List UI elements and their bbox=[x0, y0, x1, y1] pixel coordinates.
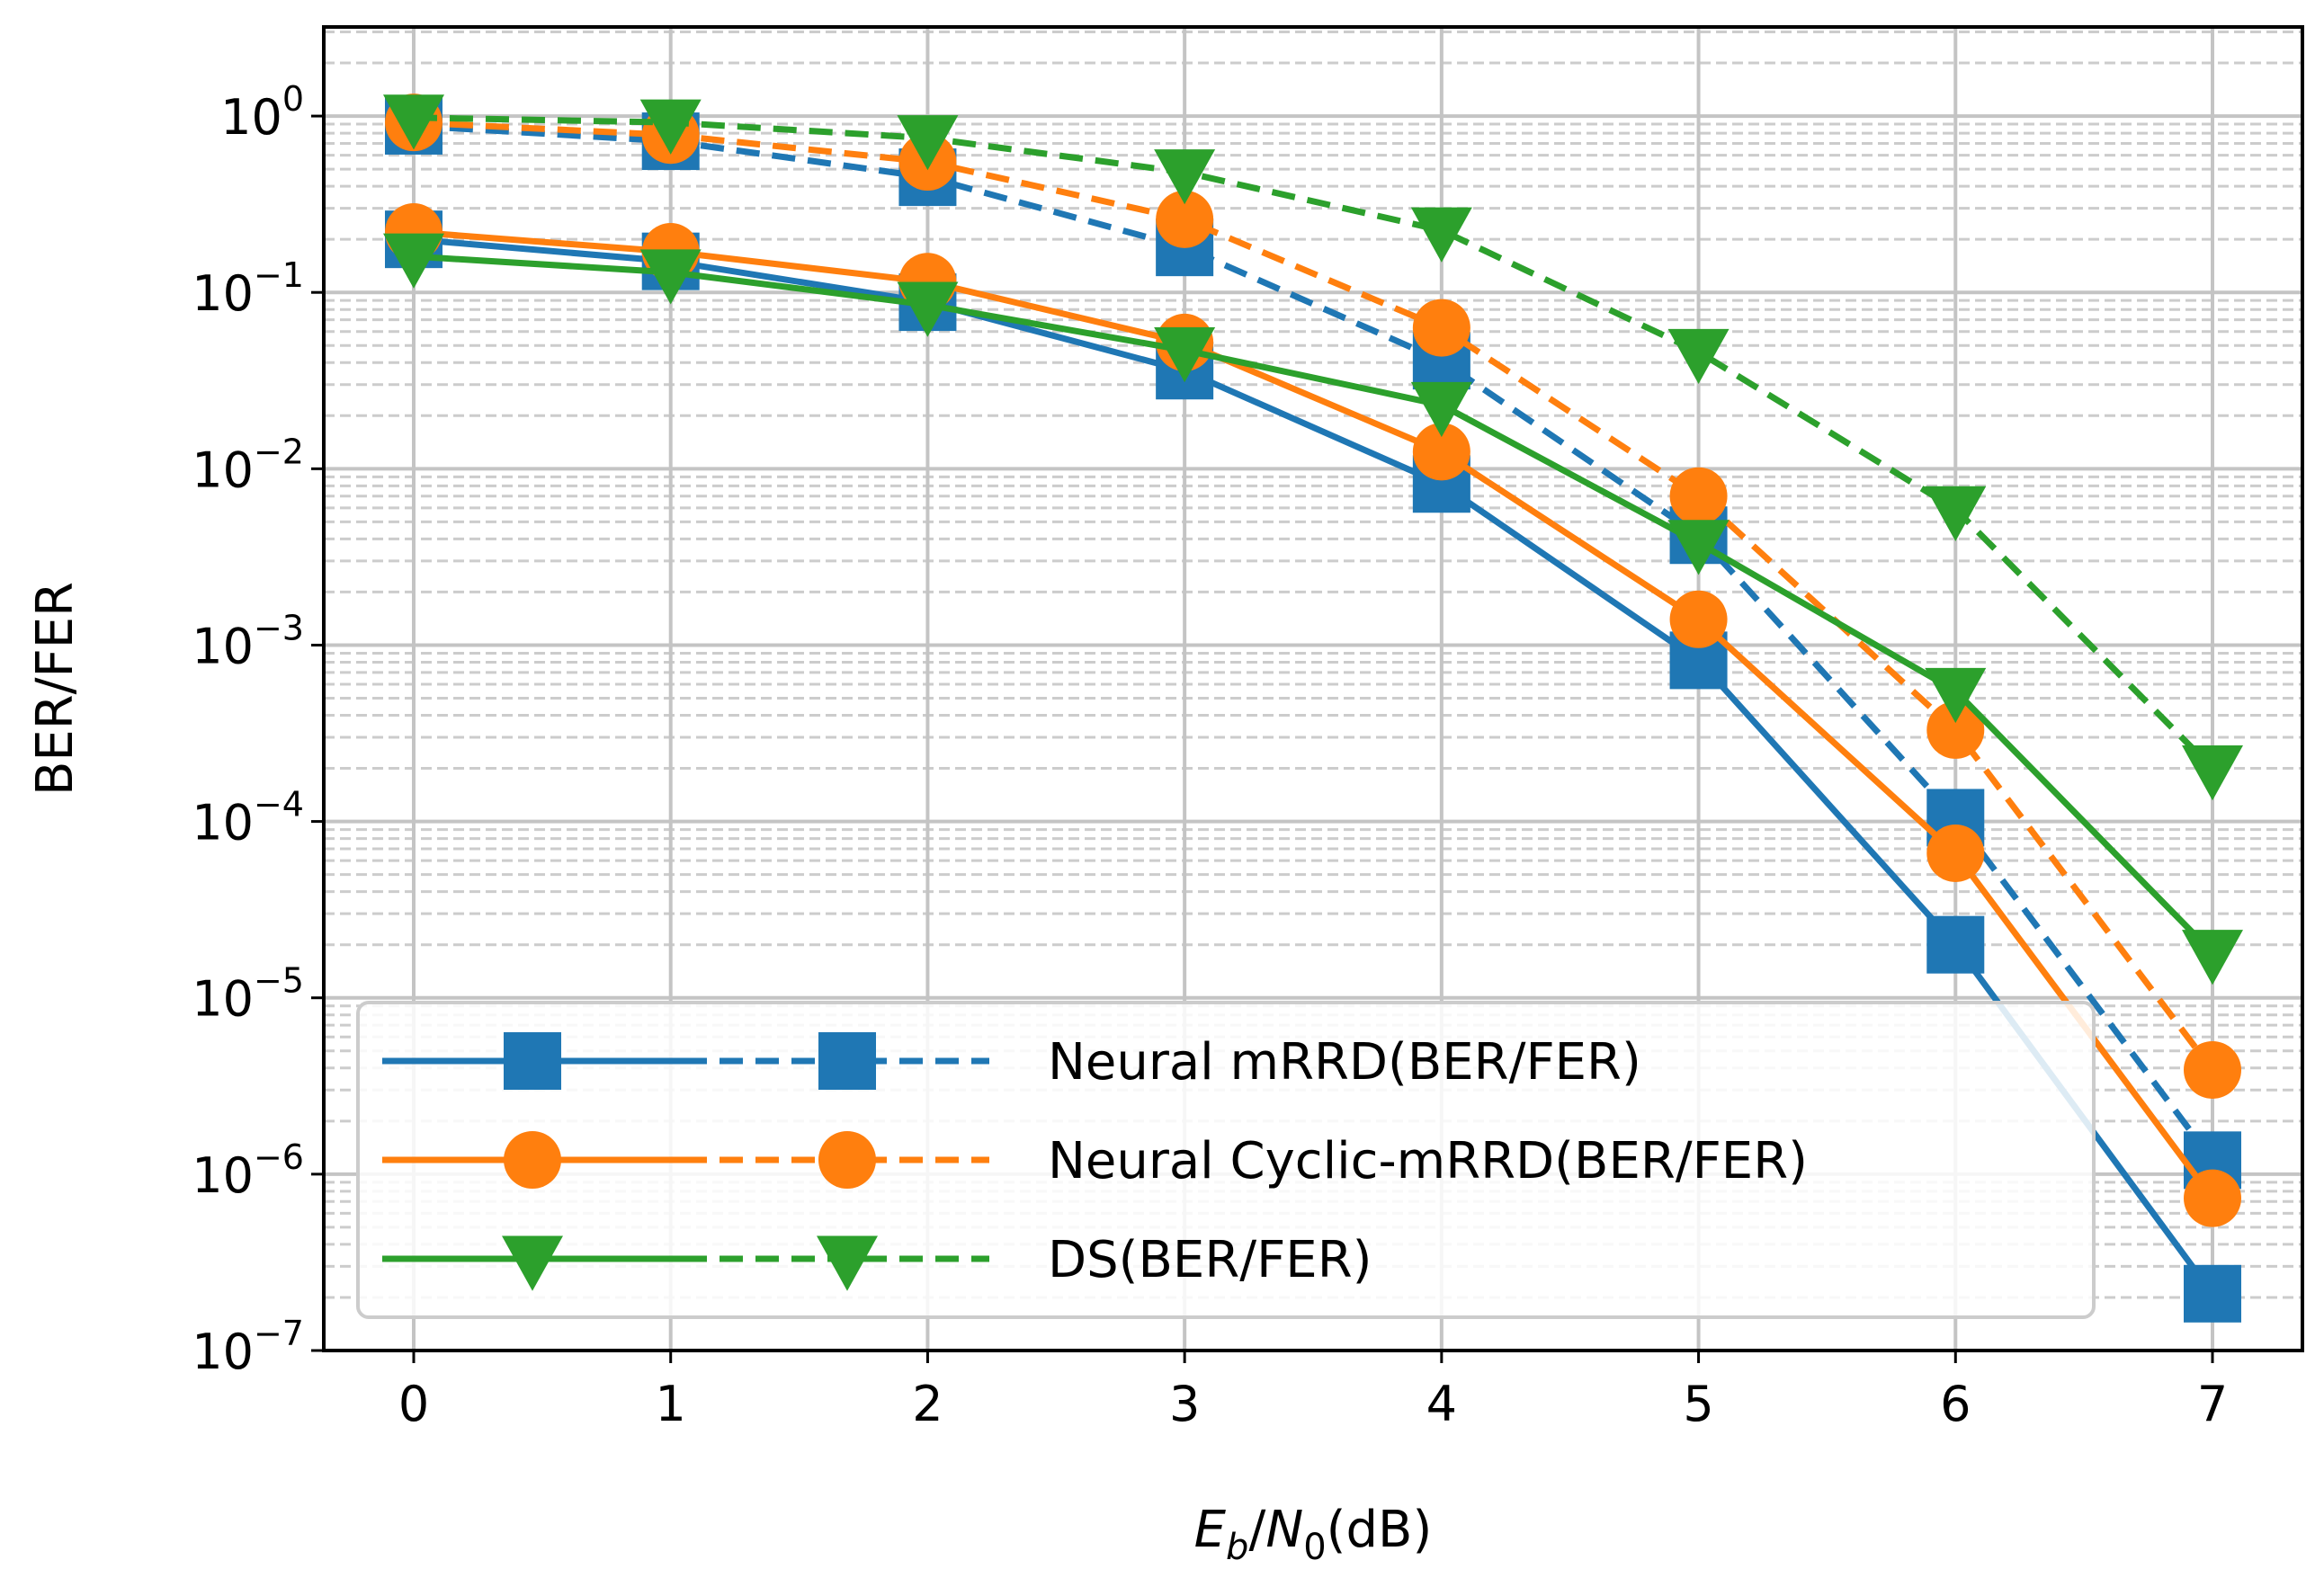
legend: Neural mRRD(BER/FER) Neural Cyclic-mRRD(B… bbox=[356, 1001, 2096, 1319]
x-tick-label: 5 bbox=[1683, 1376, 1713, 1432]
line-cyclic-fer bbox=[413, 119, 2215, 1073]
legend-label: DS(BER/FER) bbox=[1048, 1231, 1372, 1289]
series-ds-ber bbox=[383, 233, 2243, 985]
x-tick-label: 7 bbox=[2197, 1376, 2228, 1432]
point-ds-ber bbox=[1667, 520, 1730, 575]
line-mrrd-ber bbox=[413, 236, 2215, 1296]
legend-marker bbox=[504, 1131, 561, 1189]
point-cyclic-fer bbox=[1412, 299, 1470, 357]
point-ds-fer bbox=[1925, 486, 1987, 541]
y-tick-exponent: −2 bbox=[254, 432, 304, 471]
point-ds-fer bbox=[1154, 149, 1216, 205]
x-tick-label: 0 bbox=[398, 1376, 429, 1432]
y-tick-base: 10 bbox=[192, 618, 254, 674]
point-ds-ber bbox=[1154, 327, 1216, 383]
point-mrrd-ber bbox=[2184, 1264, 2241, 1323]
point-ds-fer bbox=[639, 99, 702, 155]
x-axis-label-slash: / bbox=[1248, 1501, 1265, 1559]
point-cyclic-ber bbox=[2184, 1169, 2241, 1227]
point-ds-fer bbox=[897, 115, 959, 171]
point-ds-ber bbox=[2182, 930, 2243, 985]
legend-box bbox=[356, 1001, 2096, 1319]
x-tick-label: 6 bbox=[1940, 1376, 1971, 1432]
legend-marker bbox=[504, 1032, 561, 1090]
point-cyclic-ber bbox=[1926, 824, 1985, 882]
y-tick-label: 10−4 bbox=[192, 785, 304, 851]
y-tick-base: 10 bbox=[192, 265, 254, 322]
point-ds-fer bbox=[383, 94, 444, 150]
y-tick-base: 10 bbox=[192, 441, 254, 498]
x-tick-label: 2 bbox=[912, 1376, 943, 1432]
series-ds-fer bbox=[383, 94, 2243, 801]
y-tick-label: 100 bbox=[220, 79, 304, 146]
legend-marker bbox=[818, 1131, 876, 1189]
legend-entry: Neural Cyclic-mRRD(BER/FER) bbox=[382, 1131, 1808, 1190]
x-tick-label: 1 bbox=[656, 1376, 686, 1432]
y-tick-exponent: 0 bbox=[282, 79, 304, 119]
plot-frame bbox=[322, 25, 2304, 1352]
x-axis-label: Eb/N0(dB) bbox=[1194, 1501, 1433, 1568]
y-tick-exponent: −4 bbox=[254, 785, 304, 825]
y-tick-exponent: −5 bbox=[254, 961, 304, 1001]
legend-marker bbox=[502, 1235, 563, 1291]
y-tick-base: 10 bbox=[192, 1324, 254, 1380]
legend-marker bbox=[818, 1032, 876, 1090]
x-tick-label: 4 bbox=[1426, 1376, 1457, 1432]
y-tick-base: 10 bbox=[192, 1147, 254, 1204]
series-layer bbox=[383, 94, 2243, 1323]
y-tick-base: 10 bbox=[192, 795, 254, 851]
point-ds-ber bbox=[383, 233, 444, 289]
line-ds-ber bbox=[413, 253, 2215, 956]
point-ds-fer bbox=[1410, 207, 1472, 263]
y-tick-label: 10−3 bbox=[192, 608, 304, 674]
x-axis-label-unit: (dB) bbox=[1327, 1501, 1433, 1559]
x-tick-label: 3 bbox=[1169, 1376, 1200, 1432]
y-tick-base: 10 bbox=[192, 971, 254, 1028]
point-ds-fer bbox=[1667, 328, 1730, 385]
line-ds-fer bbox=[413, 114, 2215, 771]
point-cyclic-fer bbox=[1669, 467, 1728, 525]
point-ds-ber bbox=[1410, 381, 1472, 438]
y-tick-label: 10−1 bbox=[192, 255, 304, 322]
y-tick-label: 10−6 bbox=[192, 1137, 304, 1204]
point-ds-ber bbox=[1925, 667, 1987, 724]
y-tick-label: 10−2 bbox=[192, 432, 304, 498]
y-axis-label: BER/FER bbox=[26, 582, 85, 796]
legend-entry: DS(BER/FER) bbox=[382, 1231, 1372, 1291]
legend-marker bbox=[817, 1235, 878, 1291]
y-tick-exponent: −1 bbox=[254, 255, 304, 295]
legend-label: Neural mRRD(BER/FER) bbox=[1048, 1033, 1641, 1092]
y-tick-label: 10−5 bbox=[192, 961, 304, 1028]
y-tick-exponent: −7 bbox=[254, 1314, 304, 1353]
point-mrrd-ber bbox=[1926, 915, 1985, 974]
y-tick-base: 10 bbox=[220, 89, 282, 146]
point-ds-ber bbox=[897, 281, 959, 337]
point-cyclic-fer bbox=[2184, 1040, 2241, 1099]
point-cyclic-fer bbox=[1156, 190, 1214, 248]
legend-entry: Neural mRRD(BER/FER) bbox=[382, 1032, 1641, 1092]
line-cyclic-ber bbox=[413, 228, 2215, 1200]
x-axis-label-n-sub: 0 bbox=[1303, 1527, 1326, 1568]
legend-label: Neural Cyclic-mRRD(BER/FER) bbox=[1048, 1132, 1808, 1190]
y-tick-exponent: −6 bbox=[254, 1137, 304, 1177]
point-cyclic-ber bbox=[1412, 423, 1470, 481]
x-axis-label-e-sub: b bbox=[1226, 1527, 1248, 1568]
line-mrrd-fer bbox=[413, 122, 2215, 1163]
y-tick-label: 10−7 bbox=[192, 1314, 304, 1380]
point-cyclic-ber bbox=[1669, 590, 1728, 648]
point-cyclic-fer bbox=[1926, 700, 1985, 759]
x-axis-label-e: E bbox=[1194, 1501, 1227, 1559]
x-axis-label-n: N bbox=[1265, 1501, 1303, 1559]
point-ds-ber bbox=[639, 249, 702, 305]
y-tick-exponent: −3 bbox=[254, 608, 304, 647]
point-ds-fer bbox=[2182, 745, 2243, 801]
